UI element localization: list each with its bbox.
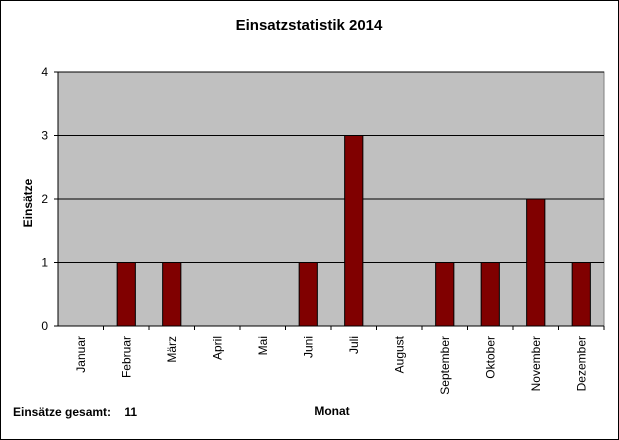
total-summary: Einsätze gesamt: 11 [13,405,137,419]
x-tick-label: März [165,336,179,363]
x-tick-label: August [392,335,406,373]
x-axis-ticks: Januar Februar März April Mai Juni Juli August S… [74,326,605,395]
y-tick-label: 3 [41,129,48,143]
x-tick-label: April [210,336,224,360]
bar-februar [116,262,136,327]
y-tick-label: 2 [41,192,48,206]
y-tick-label: 0 [41,319,48,333]
x-tick-label: Oktober [483,336,497,379]
y-tick-label: 1 [41,256,48,270]
gridlines [58,71,604,263]
y-axis-label: Einsätze [21,178,35,227]
y-tick-label: 4 [41,65,48,79]
bars [116,135,591,327]
bar-juli [344,135,364,327]
x-tick-label: September [438,336,452,395]
x-tick-label: November [529,336,543,391]
chart-title: Einsatzstatistik 2014 [236,17,383,34]
x-tick-label: Januar [74,336,88,373]
x-axis-label: Monat [314,404,349,418]
bar-märz [162,262,182,327]
x-tick-label: Juni [301,336,315,358]
bar-oktober [480,262,500,327]
x-tick-label: Juli [347,336,361,354]
y-axis-ticks: 0 1 2 3 4 [41,65,58,333]
total-label: Einsätze gesamt: [13,405,112,419]
x-tick-label: Dezember [574,336,588,391]
bar-november [526,198,546,327]
x-tick-label: Mai [256,336,270,355]
bar-juni [298,262,318,327]
bar-september [435,262,455,327]
total-value: 11 [124,405,138,419]
x-tick-label: Februar [119,336,133,378]
bar-dezember [571,262,591,327]
